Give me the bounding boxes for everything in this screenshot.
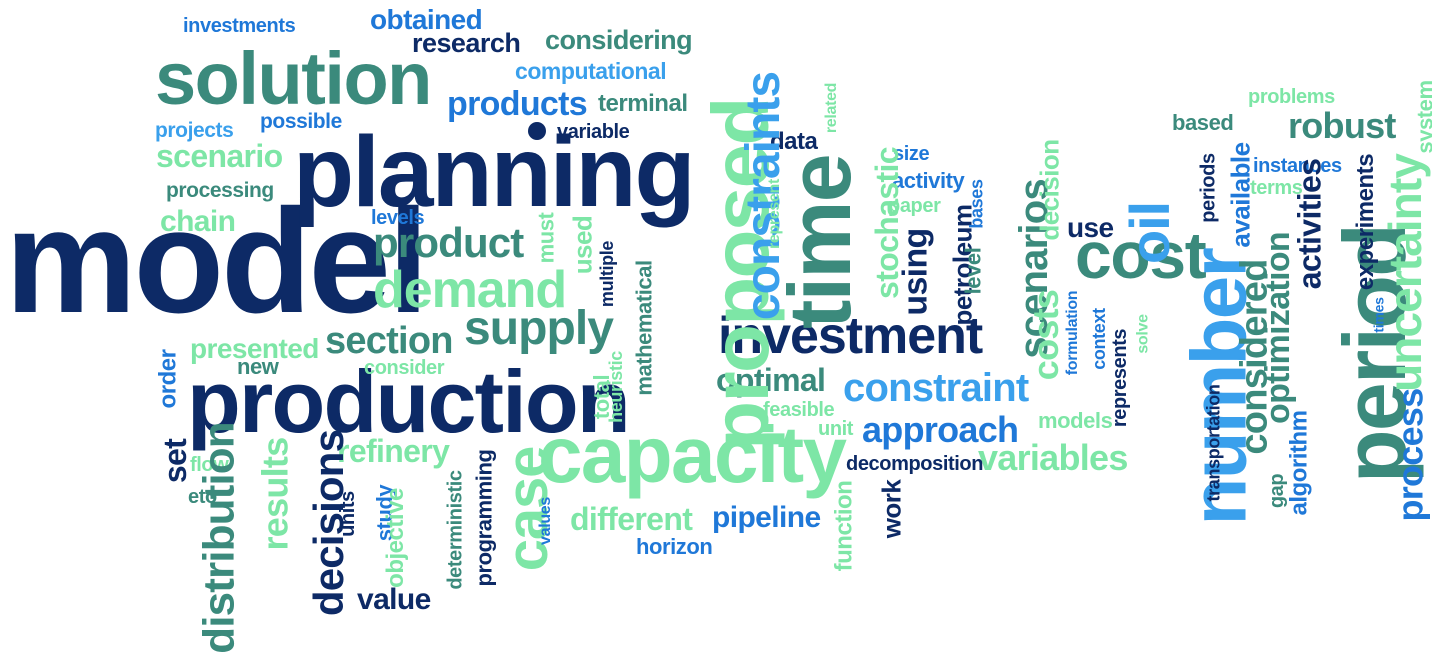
word-uncertainty: uncertainty [1378,154,1431,392]
word-variable: variable [557,121,630,143]
word-mathematical: mathematical [631,260,657,396]
word-robust: robust [1288,105,1396,146]
word-set: set [157,438,194,484]
word-values: values [536,497,554,545]
word-consider: consider [364,357,445,379]
word-decision: decision [1034,139,1065,241]
word-process: process [1389,388,1431,522]
word-must: must [533,212,559,264]
word-experiments: times [1370,297,1387,333]
word-periods: periods [1197,153,1220,223]
word-planning: planning [293,116,696,228]
word-function: function [830,480,858,572]
word-paper: paper [888,195,941,217]
word-plan: terms [1250,177,1303,199]
word-system: experiments [1352,153,1380,291]
word-represents: represents [1109,328,1132,428]
word-considering: considering [545,25,693,55]
word-multiple: multiple [597,240,618,308]
word-represent: represent [766,178,784,250]
word-cost: cost [1075,218,1207,292]
bullet-dot [528,122,546,140]
word-terminal: terminal [598,90,688,117]
word-approach: approach [862,409,1019,450]
word-different: different [570,501,693,537]
word-models: models [1038,408,1113,433]
word-use: use [1067,212,1114,243]
word-model: model [5,179,429,344]
word-chain: chain [160,205,236,238]
word-obtained: obtained [370,4,483,35]
word-deterministic: deterministic [444,470,467,590]
word-scenario: scenario [156,138,283,174]
word-pipeline: pipeline [712,501,821,534]
word-new: new [237,354,279,379]
word-activities: activities [1291,158,1328,290]
word-value: value [357,583,431,616]
word-products: products [447,85,588,123]
word-oil: oil [1117,202,1181,264]
word-distribution: distribution [194,422,244,654]
word-research: research [412,28,521,58]
word-solution: solution [155,37,432,120]
word-decomposition: decomposition [846,453,984,475]
word-size: size [893,143,930,165]
word-horizon: horizon [636,534,713,559]
word-based: system [1412,80,1432,154]
word-units: units [336,491,359,537]
word-presented: presented [190,333,319,364]
word-algorithm: gap [1266,473,1289,509]
word-objective: objective [381,488,409,588]
word-results: results [254,437,296,551]
word-flow: flow [190,454,229,476]
word-feasible: feasible [763,399,835,421]
word-investment: investment [718,307,983,365]
word-work: work [876,479,907,539]
word-times: algorithm [1285,410,1313,516]
word-terms: instances [1253,155,1342,177]
word-level: level [960,247,986,295]
word-refinery: refinery [337,433,450,469]
word-product: product [373,219,524,266]
word-optimal: optimal [716,362,826,398]
word-heuristic: heuristic [605,351,626,423]
word-capacity: capacity [538,410,847,499]
word-related: related [823,82,841,134]
word-available: available [1225,142,1256,248]
word-section: section [325,320,453,362]
word-problems: based [1172,110,1234,135]
word-eto: eto [188,486,217,508]
word-data: data [770,128,818,155]
word-processing: processing [166,179,274,202]
word-computational: computational [515,58,667,84]
word-supply: supply [464,302,614,355]
word-activity: activity [892,168,965,193]
word-order: order [154,349,182,409]
word-projects: projects [155,119,234,142]
word-constraint: constraint [843,366,1029,410]
word-costs: costs [1025,289,1067,381]
word-levels: levels [371,207,425,229]
word-formulation: formulation [1064,290,1082,376]
word-bases: bases [966,179,987,229]
word-instances: problems [1248,86,1335,108]
word-investments: investments [183,15,296,37]
word-transportation: transportation [1203,384,1224,502]
word-unit: unit [818,418,854,440]
word-demand: demand [373,261,567,319]
word-context: context [1088,308,1109,370]
word-stochastic: stochastic [868,147,905,299]
word-programming: programming [471,449,497,587]
word-optimization: optimization [1259,231,1298,425]
word-solve: solve [1134,314,1152,354]
word-used: used [567,215,598,275]
word-variables: variables [978,437,1128,478]
word-possible: possible [260,110,342,133]
word-production: production [187,352,631,451]
